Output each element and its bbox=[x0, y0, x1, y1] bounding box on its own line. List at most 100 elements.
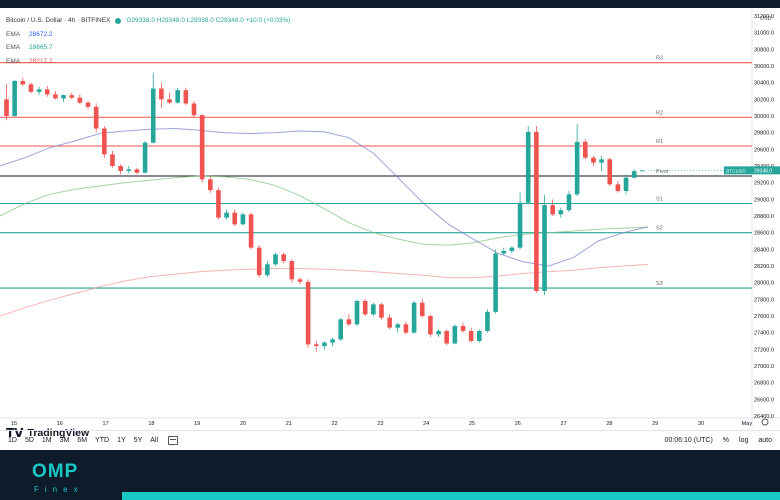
candle-body[interactable] bbox=[36, 89, 42, 92]
candle-body[interactable] bbox=[159, 88, 164, 100]
candle-body[interactable] bbox=[574, 141, 580, 195]
gear-icon[interactable] bbox=[761, 418, 769, 426]
candle-body[interactable] bbox=[485, 311, 490, 331]
candle-body[interactable] bbox=[477, 331, 482, 341]
candle-body[interactable] bbox=[240, 214, 246, 225]
candle-body[interactable] bbox=[12, 81, 17, 116]
candle-body[interactable] bbox=[428, 316, 433, 335]
candle-body[interactable] bbox=[582, 141, 588, 158]
candle-body[interactable] bbox=[623, 177, 629, 191]
candle-body[interactable] bbox=[346, 319, 352, 325]
candle-body[interactable] bbox=[517, 202, 523, 248]
calendar-icon[interactable] bbox=[168, 436, 179, 445]
candle-body[interactable] bbox=[216, 190, 221, 218]
candle-body[interactable] bbox=[387, 317, 392, 328]
candle-body[interactable] bbox=[362, 301, 368, 315]
range-3m[interactable]: 3M bbox=[59, 437, 70, 444]
candle-body[interactable] bbox=[110, 154, 115, 166]
candle-body[interactable] bbox=[452, 326, 458, 344]
candle-body[interactable] bbox=[403, 324, 409, 333]
candle-body[interactable] bbox=[118, 166, 123, 171]
ema-row-2[interactable]: EMA 28665.7 bbox=[6, 41, 290, 55]
candle-body[interactable] bbox=[175, 90, 180, 103]
ema-mid-line[interactable] bbox=[0, 175, 649, 246]
candle-body[interactable] bbox=[44, 89, 50, 95]
candle-body[interactable] bbox=[468, 331, 474, 341]
candle-body[interactable] bbox=[4, 99, 9, 116]
candle-body[interactable] bbox=[411, 302, 417, 333]
range-6m[interactable]: 6M bbox=[77, 437, 88, 444]
candle-body[interactable] bbox=[93, 106, 99, 129]
candle-body[interactable] bbox=[69, 95, 75, 98]
ema-slow-line[interactable] bbox=[0, 264, 649, 317]
range-5d[interactable]: 5D bbox=[24, 437, 34, 444]
symbol-title[interactable]: Bitcoin / U.S. Dollar · 4h · BITFINEX bbox=[6, 17, 111, 24]
candle-body[interactable] bbox=[150, 88, 156, 143]
price-axis-area[interactable] bbox=[752, 8, 780, 428]
candle-body[interactable] bbox=[126, 169, 132, 171]
candle-body[interactable] bbox=[599, 159, 604, 163]
percent-toggle[interactable]: % bbox=[722, 437, 730, 444]
candle-body[interactable] bbox=[338, 319, 344, 340]
candle-body[interactable] bbox=[102, 128, 107, 155]
candle-body[interactable] bbox=[85, 102, 91, 107]
candle-body[interactable] bbox=[273, 254, 278, 265]
candle-body[interactable] bbox=[248, 214, 254, 248]
candle-body[interactable] bbox=[322, 342, 327, 346]
candle-body[interactable] bbox=[534, 131, 539, 291]
candle-body[interactable] bbox=[289, 261, 295, 280]
candle-body[interactable] bbox=[77, 97, 83, 103]
candle-body[interactable] bbox=[379, 304, 384, 318]
candle-body[interactable] bbox=[550, 205, 555, 215]
ema-row-3[interactable]: EMA 28217.7 bbox=[6, 55, 290, 69]
candle-body[interactable] bbox=[134, 169, 140, 173]
ema-fast-line[interactable] bbox=[0, 127, 649, 267]
candle-body[interactable] bbox=[183, 90, 189, 104]
candle-body[interactable] bbox=[371, 304, 376, 315]
candle-body[interactable] bbox=[191, 103, 197, 116]
candle-body[interactable] bbox=[542, 205, 547, 291]
candle-body[interactable] bbox=[509, 247, 515, 251]
candle-body[interactable] bbox=[199, 115, 205, 180]
candle-body[interactable] bbox=[354, 301, 360, 325]
candle-body[interactable] bbox=[53, 94, 58, 99]
candle-body[interactable] bbox=[419, 302, 425, 316]
candle-body[interactable] bbox=[493, 253, 498, 312]
candle-body[interactable] bbox=[297, 279, 303, 282]
candle-body[interactable] bbox=[232, 212, 238, 225]
candle-body[interactable] bbox=[395, 324, 401, 328]
utc-clock[interactable]: 00:06:10 (UTC) bbox=[664, 437, 713, 444]
candle-body[interactable] bbox=[20, 81, 26, 85]
candle-body[interactable] bbox=[224, 212, 229, 218]
candle-body[interactable] bbox=[167, 99, 172, 103]
candle-body[interactable] bbox=[525, 131, 531, 203]
log-toggle[interactable]: log bbox=[739, 437, 749, 444]
candle-body[interactable] bbox=[313, 344, 319, 346]
range-ytd[interactable]: YTD bbox=[95, 437, 110, 444]
candle-body[interactable] bbox=[566, 194, 572, 211]
candle-body[interactable] bbox=[460, 326, 466, 331]
range-5y[interactable]: 5Y bbox=[133, 437, 143, 444]
candle-body[interactable] bbox=[207, 179, 213, 191]
candle-body[interactable] bbox=[305, 281, 311, 345]
candle-body[interactable] bbox=[330, 339, 335, 343]
candle-body[interactable] bbox=[615, 184, 621, 191]
candle-body[interactable] bbox=[444, 331, 450, 344]
candle-body[interactable] bbox=[558, 210, 564, 215]
range-all[interactable]: All bbox=[150, 437, 159, 444]
candle-body[interactable] bbox=[436, 331, 441, 335]
candle-body[interactable] bbox=[142, 142, 148, 173]
range-1y[interactable]: 1Y bbox=[117, 437, 126, 444]
candle-body[interactable] bbox=[265, 264, 270, 276]
candle-body[interactable] bbox=[501, 251, 507, 254]
auto-toggle[interactable]: auto bbox=[758, 437, 772, 444]
candle-body[interactable] bbox=[607, 159, 613, 185]
range-1m[interactable]: 1M bbox=[41, 437, 52, 444]
candle-body[interactable] bbox=[591, 157, 596, 163]
chart-area[interactable]: USD 31200.0 31000.0 30800.0 30600.0 30400.0 30… bbox=[0, 8, 780, 450]
candle-body[interactable] bbox=[28, 84, 34, 92]
candle-body[interactable] bbox=[281, 254, 286, 261]
candle-body[interactable] bbox=[640, 170, 645, 172]
candle-body[interactable] bbox=[256, 247, 262, 276]
range-1d[interactable]: 1D bbox=[8, 437, 17, 444]
